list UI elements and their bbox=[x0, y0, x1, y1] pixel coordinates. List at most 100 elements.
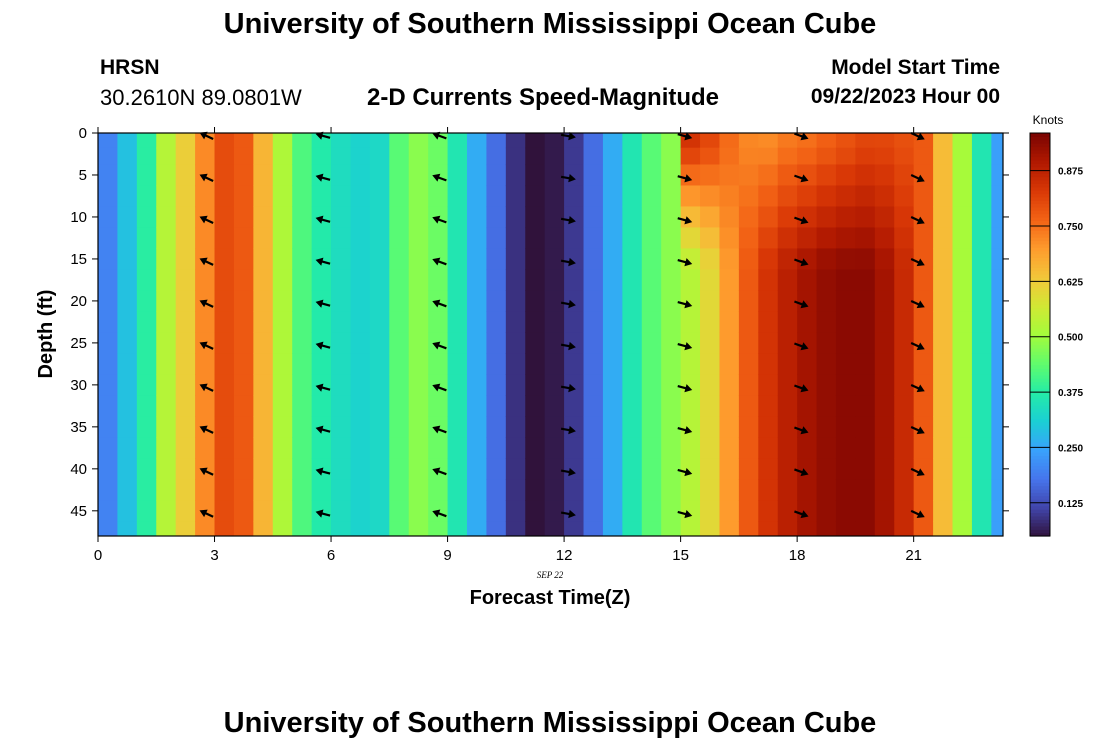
heatmap-cell bbox=[525, 185, 546, 208]
heatmap-cell bbox=[486, 521, 507, 536]
heatmap-cell bbox=[971, 206, 992, 229]
heatmap-cell bbox=[894, 164, 915, 187]
heatmap-cell bbox=[408, 479, 429, 501]
colorbar-segment bbox=[1030, 159, 1050, 164]
heatmap-cell bbox=[1011, 133, 1031, 148]
heatmap-cell bbox=[505, 206, 526, 229]
heatmap-cell bbox=[428, 269, 449, 292]
heatmap-cell bbox=[1011, 148, 1031, 165]
heatmap-cell bbox=[466, 521, 488, 536]
heatmap-cell bbox=[544, 521, 565, 536]
heatmap-cell bbox=[525, 133, 546, 149]
heatmap-cell bbox=[816, 185, 837, 208]
colorbar-segment bbox=[1030, 378, 1050, 383]
heatmap-cell bbox=[292, 395, 313, 417]
heatmap-cell bbox=[564, 332, 585, 354]
heatmap-cell bbox=[816, 248, 837, 271]
heatmap-cell bbox=[952, 185, 973, 208]
heatmap-cell bbox=[195, 395, 216, 417]
heatmap-cell bbox=[564, 479, 585, 501]
heatmap-cell bbox=[816, 521, 837, 536]
heatmap-cell bbox=[874, 147, 895, 166]
heatmap-cell bbox=[117, 416, 138, 438]
x-axis-label: Forecast Time(Z) bbox=[470, 587, 631, 609]
heatmap-cell bbox=[292, 248, 313, 271]
heatmap-cell bbox=[933, 437, 954, 459]
heatmap-cell bbox=[913, 416, 934, 438]
heatmap-cell bbox=[408, 395, 429, 417]
heatmap-cell bbox=[835, 500, 856, 522]
y-tick-label: 10 bbox=[70, 209, 87, 226]
heatmap-cell bbox=[195, 227, 216, 250]
heatmap-cell bbox=[408, 416, 429, 438]
heatmap-cell bbox=[952, 353, 973, 375]
heatmap-cell bbox=[661, 147, 682, 166]
heatmap-cell bbox=[738, 206, 759, 229]
heatmap-cell bbox=[622, 500, 643, 522]
heatmap-cell bbox=[98, 374, 119, 396]
colorbar-tick-label: 0.500 bbox=[1058, 333, 1083, 344]
heatmap-cell bbox=[233, 374, 254, 396]
heatmap-cell bbox=[117, 332, 138, 354]
heatmap-cell bbox=[835, 185, 856, 208]
heatmap-cell bbox=[661, 290, 682, 313]
heatmap-cell bbox=[505, 353, 526, 375]
heatmap-cell bbox=[466, 248, 488, 271]
y-tick-label: 20 bbox=[70, 293, 87, 310]
heatmap-cell bbox=[991, 395, 1003, 417]
heatmap-cell bbox=[680, 521, 701, 536]
heatmap-cell bbox=[971, 353, 992, 375]
heatmap-cell bbox=[777, 269, 798, 292]
heatmap-cell bbox=[369, 147, 390, 166]
heatmap-cell bbox=[991, 185, 1003, 208]
heatmap-cell bbox=[350, 133, 371, 149]
heatmap-cell bbox=[894, 416, 915, 438]
heatmap-cell bbox=[564, 521, 585, 536]
heatmap-cell bbox=[700, 206, 721, 229]
heatmap-cell bbox=[272, 374, 293, 396]
y-axis-label: Depth (ft) bbox=[35, 290, 57, 379]
heatmap-cell bbox=[583, 290, 604, 313]
heatmap-cell bbox=[447, 185, 468, 208]
heatmap-cell bbox=[913, 374, 934, 396]
heatmap-cell bbox=[777, 290, 798, 313]
colorbar-segment bbox=[1030, 438, 1050, 443]
x-tick-label: 15 bbox=[672, 547, 689, 564]
heatmap-cell bbox=[991, 437, 1003, 459]
heatmap-cell bbox=[311, 479, 332, 501]
heatmap-cell bbox=[602, 374, 623, 396]
heatmap-cell bbox=[233, 479, 254, 501]
heatmap-cell bbox=[311, 311, 332, 333]
heatmap-cell bbox=[680, 458, 701, 480]
heatmap-cell bbox=[564, 290, 585, 313]
heatmap-cell bbox=[622, 206, 643, 229]
heatmap-cell bbox=[214, 133, 235, 149]
heatmap-cell bbox=[272, 479, 293, 501]
heatmap-cell bbox=[525, 311, 546, 333]
heatmap-cell bbox=[874, 374, 895, 396]
heatmap-cell bbox=[175, 269, 196, 292]
heatmap-cell bbox=[913, 521, 934, 536]
heatmap-cell bbox=[98, 164, 119, 187]
heatmap-cell bbox=[272, 311, 293, 333]
heatmap-cell bbox=[894, 332, 915, 354]
y-tick-label: 5 bbox=[79, 167, 87, 184]
heatmap-cell bbox=[292, 458, 313, 480]
heatmap-cell bbox=[253, 248, 274, 271]
heatmap-cell bbox=[835, 353, 856, 375]
heatmap-cell bbox=[777, 133, 798, 149]
heatmap-cell bbox=[486, 311, 507, 333]
heatmap-cell bbox=[816, 332, 837, 354]
heatmap-cell bbox=[350, 290, 371, 313]
heatmap-cell bbox=[816, 311, 837, 333]
colorbar-segment bbox=[1030, 290, 1050, 295]
heatmap-cell bbox=[777, 332, 798, 354]
colorbar-segment bbox=[1030, 133, 1050, 137]
heatmap-cell bbox=[214, 521, 235, 536]
heatmap-cell bbox=[952, 416, 973, 438]
heatmap-cell bbox=[991, 147, 1003, 166]
heatmap-cell bbox=[835, 521, 856, 536]
heatmap-cell bbox=[700, 269, 721, 292]
heatmap-cell bbox=[350, 500, 371, 522]
heatmap-cell bbox=[991, 416, 1003, 438]
